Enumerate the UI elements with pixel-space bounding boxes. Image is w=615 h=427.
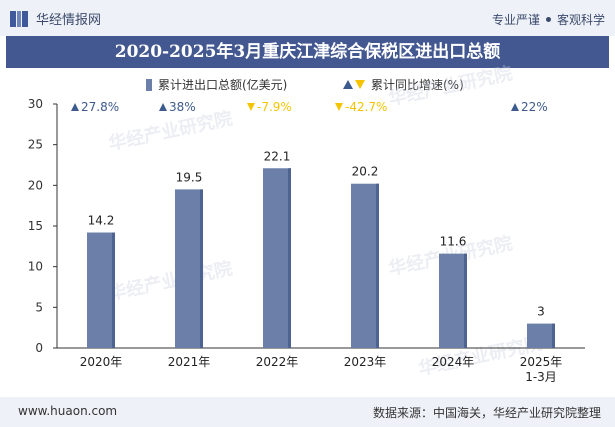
- bar-shade: [200, 189, 203, 348]
- watermark-text: 华经产业研究院: [106, 257, 234, 305]
- x-tick-label: 2024年: [432, 355, 475, 369]
- watermark-text: 华经产业研究院: [106, 107, 234, 155]
- y-tick-label: 15: [28, 219, 43, 233]
- bar: [87, 232, 115, 348]
- bar-shade: [464, 253, 467, 348]
- growth-up-marker: [71, 103, 79, 111]
- slogan: 专业严谨 客观科学: [492, 11, 605, 28]
- legend-growth-label: 累计同比增速(%): [371, 78, 464, 92]
- growth-up-marker: [159, 103, 167, 111]
- watermark-text: 华经产业研究院: [386, 62, 514, 110]
- legend-up-triangle-icon: [343, 80, 353, 89]
- header-bar: 华经情报网 专业严谨 客观科学: [0, 0, 615, 36]
- brand-logo-icon: [10, 10, 28, 27]
- x-tick-label: 2021年: [168, 355, 211, 369]
- bar: [263, 168, 291, 348]
- brand[interactable]: 华经情报网: [10, 9, 101, 28]
- x-tick-label: 2025年: [520, 355, 563, 369]
- bar: [175, 189, 203, 348]
- x-tick-label: 2023年: [344, 355, 387, 369]
- x-tick-label: 1-3月: [525, 370, 557, 384]
- legend-bar-label: 累计进出口总额(亿美元): [158, 78, 288, 92]
- footer-bar: www.huaon.com 数据来源：中国海关，华经产业研究院整理: [0, 397, 615, 427]
- bar-value-label: 22.1: [264, 149, 291, 163]
- x-tick-label: 2020年: [80, 355, 123, 369]
- growth-label: 27.8%: [81, 100, 119, 114]
- bar-value-label: 11.6: [440, 235, 467, 249]
- y-tick-label: 0: [35, 341, 43, 355]
- bar: [527, 323, 555, 348]
- y-tick-label: 30: [28, 97, 43, 111]
- growth-label: 22%: [521, 100, 548, 114]
- bar-value-label: 3: [537, 305, 545, 319]
- chart-title: 2020-2025年3月重庆江津综合保税区进出口总额: [6, 36, 609, 68]
- bar: [351, 183, 379, 348]
- legend-bar-swatch: [146, 78, 152, 91]
- chart-canvas: 华经产业研究院华经产业研究院华经产业研究院华经产业研究院华经产业研究院05101…: [28, 62, 585, 384]
- growth-down-marker: [247, 103, 255, 111]
- y-tick-label: 5: [35, 300, 43, 314]
- footer-source: 数据来源：中国海关，华经产业研究院整理: [372, 406, 601, 420]
- bar: [439, 253, 467, 348]
- bar-value-label: 20.2: [352, 165, 379, 179]
- slogan-left: 专业严谨: [491, 13, 540, 27]
- slogan-right: 客观科学: [556, 13, 605, 27]
- growth-label: -42.7%: [345, 100, 387, 114]
- bar-shade: [376, 183, 379, 348]
- growth-down-marker: [335, 103, 343, 111]
- bar-shade: [552, 323, 555, 348]
- footer-url[interactable]: www.huaon.com: [18, 404, 118, 418]
- y-tick-label: 25: [28, 138, 43, 152]
- bar-value-label: 14.2: [88, 214, 115, 228]
- y-tick-label: 10: [28, 260, 43, 274]
- legend-growth-item: 累计同比增速(%): [343, 76, 464, 93]
- growth-label: -7.9%: [257, 100, 292, 114]
- brand-name: 华经情报网: [36, 13, 102, 28]
- bar-shade: [112, 232, 115, 348]
- bar-shade: [288, 168, 291, 348]
- legend-down-triangle-icon: [355, 80, 365, 89]
- legend-bar-item: 累计进出口总额(亿美元): [146, 76, 287, 93]
- y-tick-label: 20: [28, 178, 43, 192]
- growth-up-marker: [511, 103, 519, 111]
- dot-icon: [545, 17, 551, 22]
- x-tick-label: 2022年: [256, 355, 299, 369]
- bar-value-label: 19.5: [176, 170, 203, 184]
- growth-label: 38%: [169, 100, 196, 114]
